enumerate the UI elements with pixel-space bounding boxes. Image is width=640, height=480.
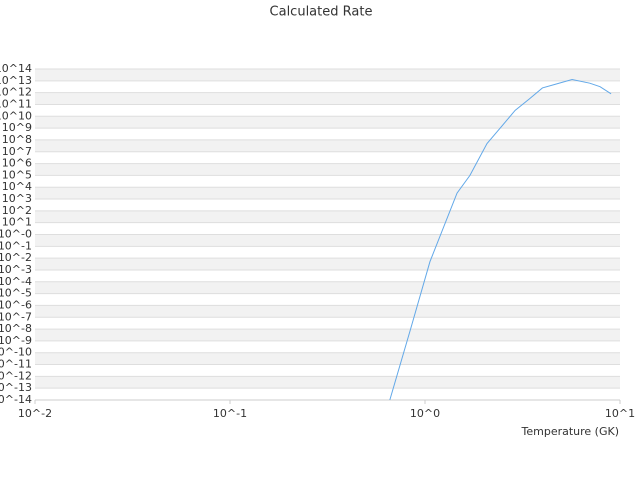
y-tick-label: 10^2 <box>2 204 32 217</box>
x-tick-label: 10^1 <box>605 407 635 420</box>
y-tick-label: 10^-7 <box>0 310 32 323</box>
y-tick-label: 10^10 <box>0 109 32 122</box>
grid-band <box>35 139 620 152</box>
y-tick-label: 10^-3 <box>0 263 32 276</box>
grid-band <box>35 234 620 247</box>
grid-band <box>35 69 620 81</box>
y-tick-label: 10^-4 <box>0 275 32 288</box>
y-tick-label: 10^13 <box>0 74 32 87</box>
grid-band <box>35 376 620 389</box>
y-tick-label: 10^4 <box>2 180 32 193</box>
grid-band <box>35 305 620 318</box>
y-tick-label: 10^-11 <box>0 358 32 371</box>
y-tick-label: 10^7 <box>2 145 32 158</box>
rate-line <box>389 78 612 400</box>
y-tick-label: 10^5 <box>2 168 32 181</box>
grid-band <box>35 258 620 270</box>
y-tick-label: 10^9 <box>2 121 32 134</box>
grid-band <box>35 281 620 294</box>
y-tick-label: 10^-2 <box>0 251 32 264</box>
y-tick-label: 10^-14 <box>0 393 32 406</box>
grid-band <box>35 352 620 365</box>
y-tick-label: 10^-6 <box>0 298 32 311</box>
grid-band <box>35 329 620 341</box>
y-tick-label: 10^-13 <box>0 381 32 394</box>
grid-band <box>35 187 620 200</box>
y-tick-label: 10^8 <box>2 133 32 146</box>
y-tick-label: 10^-0 <box>0 228 32 241</box>
y-tick-label: 10^-1 <box>0 239 32 252</box>
y-tick-label: 10^1 <box>2 216 32 229</box>
y-tick-label: 10^-9 <box>0 334 32 347</box>
y-tick-label: 10^11 <box>0 97 32 110</box>
y-tick-label: 10^-8 <box>0 322 32 335</box>
y-tick-label: 10^-10 <box>0 346 32 359</box>
x-axis-label: Temperature (GK) <box>521 425 620 438</box>
y-tick-label: 10^-12 <box>0 369 32 382</box>
grid-band <box>35 210 620 223</box>
y-tick-label: 10^6 <box>2 157 32 170</box>
grid-band <box>35 116 620 129</box>
y-tick-label: 10^14 <box>0 62 32 75</box>
x-tick-label: 10^-2 <box>18 407 52 420</box>
x-tick-label: 10^-1 <box>213 407 247 420</box>
y-tick-label: 10^3 <box>2 192 32 205</box>
chart-title: Calculated Rate <box>270 5 373 20</box>
y-tick-label: 10^12 <box>0 86 32 99</box>
y-tick-label: 10^-5 <box>0 287 32 300</box>
bands <box>35 69 620 389</box>
grid-band <box>35 163 620 176</box>
grid-band <box>35 92 620 105</box>
x-tick-label: 10^0 <box>410 407 440 420</box>
